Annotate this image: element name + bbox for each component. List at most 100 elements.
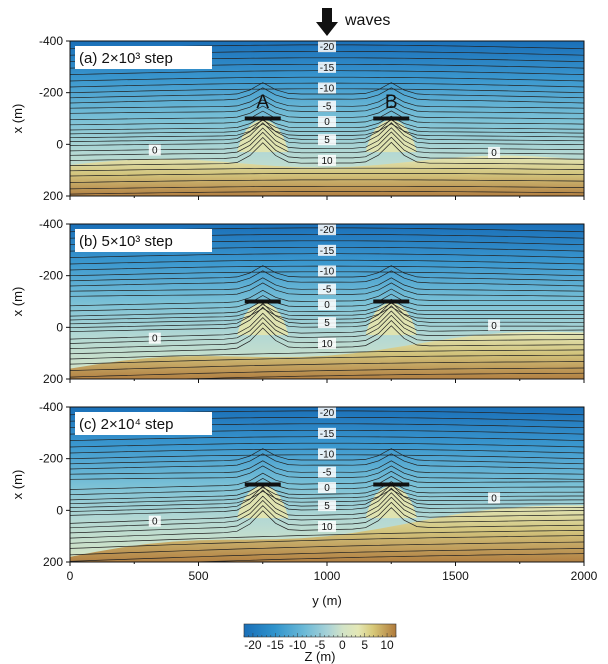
y-tick-label: 0: [56, 320, 63, 334]
colorbar-tick-label: -15: [267, 638, 285, 652]
x-axis-title: y (m): [312, 593, 342, 608]
contour-line: [70, 270, 584, 287]
contour-label-bg: [318, 265, 336, 277]
zero-label-bg: [148, 332, 161, 344]
contour-line: [70, 191, 584, 195]
zero-contour-label: 0: [491, 493, 497, 504]
contour-label-bg: [318, 500, 336, 512]
x-tick-label: 500: [188, 569, 208, 583]
zero-contour-label: 0: [152, 146, 158, 157]
contour-line: [70, 115, 584, 131]
panel-3: -20 -15 -10 -5 0 5 10 0 0 (c) 2×10⁴ step -400 -200 0…: [10, 400, 585, 569]
contour-line: [186, 553, 584, 562]
contour-label: 0: [324, 117, 330, 128]
panel-label: (a) 2×10³ step: [79, 50, 173, 67]
colorbar-tick-label: -5: [315, 638, 326, 652]
y-tick-label: 200: [43, 555, 63, 569]
y-tick-label: 200: [43, 189, 63, 203]
zero-label-bg: [148, 515, 161, 527]
contour-line: [70, 530, 584, 544]
contour-label-bg: [318, 244, 336, 256]
contour-line: [70, 179, 584, 183]
colorbar-tick-label: 5: [361, 638, 368, 652]
contour-line: [70, 453, 584, 470]
waves-label: waves: [344, 12, 390, 29]
contour-line: [70, 298, 584, 317]
contour-line: [70, 259, 584, 265]
contour-label-bg: [318, 448, 336, 460]
panel-label-bg: [75, 46, 212, 69]
y-axis-title: x (m): [10, 470, 25, 500]
structure-label-b: B: [385, 92, 398, 113]
contour-label-bg: [318, 134, 336, 146]
contour-label-bg: [318, 61, 336, 73]
zero-contour-label: 0: [491, 148, 497, 159]
panel-label-bg: [75, 412, 212, 435]
contour-label: 5: [324, 135, 330, 146]
y-tick-label: -400: [39, 400, 63, 414]
y-tick-label: -400: [39, 217, 63, 231]
contour-line: [70, 87, 584, 104]
contour-label-bg: [318, 317, 336, 329]
panel-label: (c) 2×10⁴ step: [79, 416, 173, 433]
x-tick-label: 1500: [442, 569, 469, 583]
panel-plot-area: -20 -15 -10 -5 0 5 10 0 0: [70, 41, 584, 196]
wave-arrow-icon: [316, 8, 338, 36]
contour-label: 10: [321, 156, 333, 167]
y-tick-label: 200: [43, 372, 63, 386]
contour-label-bg: [318, 520, 336, 532]
contour-label: 5: [324, 318, 330, 329]
waves-indicator: waves: [316, 8, 390, 36]
contour-line: [70, 354, 584, 365]
contour-line: [70, 82, 584, 99]
x-axis: 0 500 1000 1500 2000: [67, 569, 598, 583]
contour-label: 0: [324, 300, 330, 311]
contour-label-bg: [318, 283, 336, 295]
contour-label-bg: [318, 466, 336, 478]
contour-label-bg: [318, 407, 336, 419]
colorbar-title: Z (m): [304, 649, 335, 664]
colorbar-tick-label: -20: [244, 638, 262, 652]
colorbar: -20 -15 -10 -5 0 5 10: [243, 623, 397, 652]
contour-line: [70, 185, 584, 190]
contour-label: -15: [320, 246, 335, 257]
contour-label-bg: [318, 154, 336, 166]
contour-label: -5: [323, 285, 332, 296]
contour-label-bg: [318, 116, 336, 128]
x-tick-label: 0: [67, 569, 74, 583]
contour-label: 10: [321, 339, 333, 350]
contour-label: -10: [320, 267, 335, 278]
y-tick-label: -200: [39, 86, 63, 100]
contour-label-bg: [318, 482, 336, 494]
y-axis-title: x (m): [10, 104, 25, 134]
contour-line: [70, 442, 584, 448]
land-fill: [70, 155, 584, 196]
panel-2: -20 -15 -10 -5 0 5 10 0 0 (b) 5×10³ step -400 -200 0…: [10, 217, 585, 386]
contour-label: 10: [321, 522, 333, 533]
contour-label-bg: [318, 41, 336, 53]
contour-line: [70, 119, 584, 135]
zero-label-bg: [488, 147, 501, 159]
y-tick-label: -200: [39, 269, 63, 283]
contour-label: -10: [320, 450, 335, 461]
contour-line: [70, 76, 584, 82]
salient-fill: [237, 485, 289, 519]
colorbar-tick-label: -10: [289, 638, 307, 652]
colorbar-tick-label: 0: [339, 638, 346, 652]
colorbar-tick-label: 10: [380, 638, 394, 652]
contour-line: [70, 302, 584, 321]
contour-line: [70, 361, 584, 371]
contour-label-bg: [318, 82, 336, 94]
zero-label-bg: [488, 319, 501, 331]
y-tick-label: 0: [56, 137, 63, 151]
zero-label-bg: [488, 492, 501, 504]
salient-fill: [365, 119, 417, 153]
contour-line: [70, 167, 584, 172]
y-tick-label: -200: [39, 452, 63, 466]
contour-line: [70, 548, 584, 562]
contour-line: [170, 372, 584, 379]
contour-line: [70, 173, 584, 177]
contour-label-bg: [318, 100, 336, 112]
